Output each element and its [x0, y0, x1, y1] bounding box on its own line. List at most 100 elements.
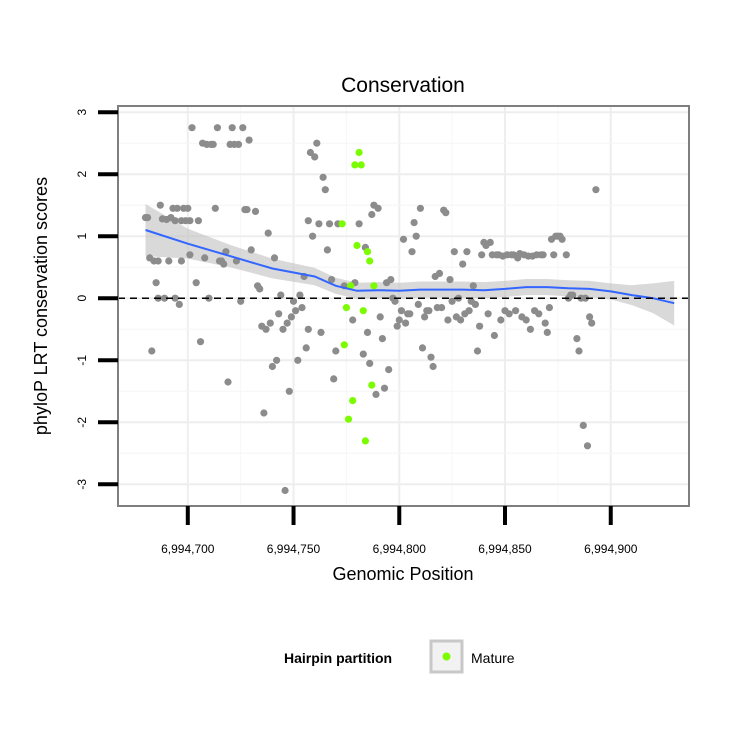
data-point-other [277, 291, 285, 299]
data-point-other [418, 344, 427, 352]
plot-panel [117, 105, 690, 507]
x-axis: 6,994,700 6,994,750 6,994,800 6,994,850 6,99… [161, 506, 638, 556]
data-point-other [239, 124, 247, 132]
data-point-other [201, 254, 209, 262]
data-point-other [317, 328, 325, 336]
chart-title: Conservation [341, 74, 465, 97]
data-point-other [285, 387, 293, 395]
data-point-other [444, 316, 452, 324]
data-point-other [328, 276, 336, 284]
data-point-other [435, 269, 444, 277]
data-point-other [391, 297, 399, 305]
data-point-other [268, 362, 276, 371]
data-point-mature [363, 248, 372, 256]
data-point-other [281, 486, 289, 495]
data-point-other [287, 313, 295, 321]
y-tick-label: 2 [75, 171, 89, 178]
data-point-other [446, 276, 454, 284]
data-point-other [260, 409, 268, 417]
data-point-other [349, 316, 357, 324]
data-point-other [171, 294, 179, 302]
data-point-mature [340, 341, 348, 349]
data-point-mature [370, 282, 378, 290]
data-point-other [165, 257, 173, 265]
data-point-other [177, 257, 185, 265]
data-point-other [558, 235, 566, 243]
data-point-mature [342, 304, 350, 312]
data-point-other [366, 359, 374, 367]
data-point-mature [355, 148, 363, 157]
data-point-other [562, 251, 570, 259]
data-point-other [368, 210, 376, 219]
data-point-other [321, 186, 329, 194]
y-tick-label: -1 [75, 355, 89, 366]
data-point-other [247, 246, 255, 254]
data-point-other [376, 313, 384, 321]
data-point-other [245, 136, 253, 144]
data-point-other [385, 366, 393, 374]
data-point-other [363, 328, 372, 336]
data-point-other [543, 328, 551, 336]
data-point-other [173, 204, 181, 212]
x-axis-label: Genomic Position [332, 564, 473, 584]
data-point-other [315, 220, 323, 228]
data-point-other [393, 322, 401, 330]
data-point-other [541, 319, 549, 327]
data-point-other [306, 148, 314, 157]
data-point-other [380, 384, 389, 392]
data-point-other [234, 140, 243, 148]
y-tick-label: 3 [75, 109, 89, 116]
data-point-other [184, 204, 192, 212]
data-point-other [457, 316, 465, 324]
data-point-other [535, 310, 543, 318]
data-point-other [387, 276, 395, 284]
data-point-other [292, 307, 300, 315]
x-tick-label: 6,994,900 [584, 542, 638, 556]
data-point-other [410, 219, 418, 227]
data-point-other [511, 307, 520, 315]
y-tick-label: -3 [75, 479, 89, 490]
data-point-other [302, 344, 310, 352]
data-point-other [378, 335, 386, 343]
y-axis: -3 -2 -1 0 1 2 3 [75, 109, 118, 490]
data-point-other [311, 153, 319, 161]
data-point-other [406, 310, 414, 318]
data-point-other [484, 310, 492, 318]
data-point-other [251, 207, 260, 215]
data-point-other [395, 316, 403, 324]
data-point-other [573, 335, 581, 343]
smooth-line-layer [145, 229, 675, 305]
data-point-other [294, 356, 302, 364]
data-point-other [262, 325, 270, 333]
data-point-other [372, 390, 380, 398]
data-point-other [171, 217, 179, 225]
data-point-other [374, 204, 382, 212]
legend-mature-label: Mature [471, 650, 515, 666]
data-point-other [569, 291, 577, 299]
x-tick-label: 6,994,800 [373, 542, 427, 556]
data-point-mature [366, 257, 374, 265]
y-tick-label: 1 [75, 233, 89, 240]
data-point-other [319, 173, 327, 181]
data-point-other [213, 124, 221, 132]
data-point-other [154, 257, 162, 265]
data-point-other [279, 325, 287, 333]
data-point-other [296, 291, 304, 299]
data-point-other [160, 294, 169, 302]
x-tick-label: 6,994,700 [161, 542, 215, 556]
y-tick-label: -2 [75, 417, 89, 428]
data-point-other [414, 300, 422, 308]
data-point-other [459, 260, 467, 268]
data-point-other [412, 232, 420, 240]
data-point-other [330, 375, 338, 383]
data-point-other [220, 260, 228, 268]
legend-mature-marker [442, 652, 451, 661]
data-point-other [313, 139, 321, 147]
data-point-other [588, 319, 596, 327]
data-point-other [228, 124, 236, 132]
data-point-mature [344, 415, 353, 423]
data-point-mature [357, 161, 365, 169]
data-point-other [175, 300, 183, 308]
data-point-other [402, 319, 410, 327]
